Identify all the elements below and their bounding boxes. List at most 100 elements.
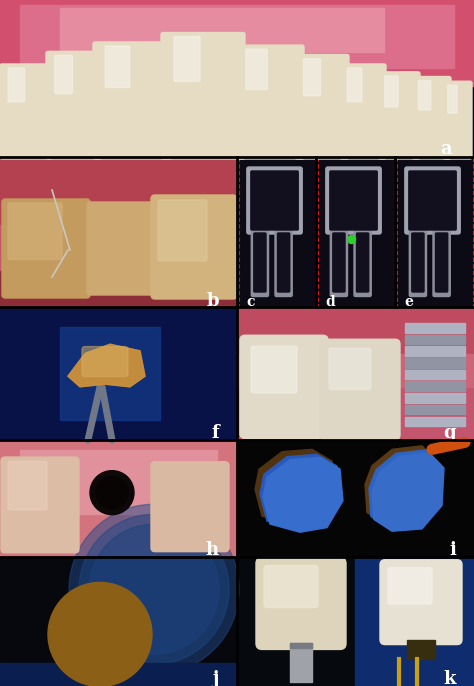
FancyBboxPatch shape bbox=[55, 56, 73, 94]
Circle shape bbox=[62, 596, 138, 672]
FancyBboxPatch shape bbox=[405, 167, 460, 234]
FancyBboxPatch shape bbox=[8, 462, 47, 510]
Bar bbox=[405, 381, 465, 391]
FancyBboxPatch shape bbox=[251, 171, 298, 230]
FancyBboxPatch shape bbox=[354, 230, 371, 296]
Bar bbox=[0, 157, 237, 307]
FancyBboxPatch shape bbox=[8, 68, 25, 102]
Bar bbox=[0, 0, 474, 157]
FancyBboxPatch shape bbox=[174, 36, 200, 82]
Bar bbox=[317, 158, 394, 306]
Polygon shape bbox=[263, 458, 343, 532]
Text: d: d bbox=[326, 295, 335, 309]
Text: i: i bbox=[449, 541, 456, 559]
Circle shape bbox=[79, 514, 229, 664]
FancyBboxPatch shape bbox=[151, 195, 237, 299]
FancyBboxPatch shape bbox=[256, 558, 346, 650]
FancyBboxPatch shape bbox=[443, 81, 472, 159]
FancyBboxPatch shape bbox=[251, 230, 268, 296]
FancyBboxPatch shape bbox=[2, 199, 90, 298]
Text: j: j bbox=[212, 670, 219, 686]
Bar bbox=[405, 370, 465, 379]
Bar bbox=[237, 353, 474, 387]
Bar bbox=[0, 307, 237, 440]
FancyBboxPatch shape bbox=[240, 335, 328, 438]
FancyBboxPatch shape bbox=[412, 77, 451, 159]
Circle shape bbox=[56, 591, 144, 678]
FancyBboxPatch shape bbox=[254, 233, 266, 292]
Circle shape bbox=[80, 615, 96, 630]
FancyBboxPatch shape bbox=[329, 348, 371, 390]
Bar bbox=[0, 157, 237, 224]
Bar bbox=[237, 440, 474, 557]
Bar bbox=[237, 307, 474, 353]
FancyBboxPatch shape bbox=[1, 457, 79, 553]
Bar bbox=[290, 643, 312, 682]
Text: a: a bbox=[440, 140, 452, 158]
FancyBboxPatch shape bbox=[385, 75, 398, 107]
FancyBboxPatch shape bbox=[82, 346, 128, 377]
FancyBboxPatch shape bbox=[330, 171, 377, 230]
Bar bbox=[20, 5, 454, 68]
FancyBboxPatch shape bbox=[158, 200, 207, 261]
Bar bbox=[0, 440, 237, 557]
Polygon shape bbox=[68, 344, 145, 387]
FancyBboxPatch shape bbox=[247, 167, 302, 234]
FancyBboxPatch shape bbox=[356, 233, 369, 292]
FancyBboxPatch shape bbox=[275, 230, 292, 296]
Text: b: b bbox=[206, 292, 219, 310]
Polygon shape bbox=[372, 453, 444, 531]
Bar bbox=[0, 307, 237, 440]
Text: e: e bbox=[404, 295, 413, 309]
Bar bbox=[405, 416, 465, 426]
FancyBboxPatch shape bbox=[418, 80, 431, 110]
Bar bbox=[355, 557, 473, 686]
FancyBboxPatch shape bbox=[409, 171, 456, 230]
Polygon shape bbox=[68, 344, 145, 387]
Bar bbox=[237, 157, 474, 307]
Bar bbox=[405, 405, 465, 414]
Bar bbox=[290, 643, 312, 648]
Bar bbox=[237, 557, 355, 686]
FancyBboxPatch shape bbox=[333, 233, 345, 292]
Bar bbox=[60, 8, 384, 52]
Polygon shape bbox=[369, 450, 441, 528]
Circle shape bbox=[48, 582, 152, 686]
Circle shape bbox=[96, 477, 128, 508]
Bar bbox=[0, 440, 237, 557]
Text: k: k bbox=[444, 670, 456, 686]
FancyBboxPatch shape bbox=[87, 202, 163, 295]
FancyBboxPatch shape bbox=[235, 45, 304, 159]
FancyBboxPatch shape bbox=[93, 42, 172, 159]
Bar bbox=[237, 307, 474, 440]
FancyBboxPatch shape bbox=[330, 230, 347, 296]
Bar bbox=[0, 224, 237, 270]
Bar bbox=[405, 393, 465, 403]
Bar bbox=[405, 346, 465, 356]
FancyBboxPatch shape bbox=[433, 230, 450, 296]
Circle shape bbox=[69, 504, 239, 674]
FancyBboxPatch shape bbox=[151, 462, 229, 552]
Bar bbox=[0, 663, 237, 686]
FancyBboxPatch shape bbox=[448, 85, 457, 113]
Polygon shape bbox=[260, 454, 340, 529]
FancyBboxPatch shape bbox=[388, 568, 432, 604]
Bar bbox=[0, 0, 474, 86]
FancyBboxPatch shape bbox=[277, 233, 290, 292]
Circle shape bbox=[347, 235, 356, 244]
FancyBboxPatch shape bbox=[161, 32, 245, 159]
Bar bbox=[396, 158, 473, 306]
FancyBboxPatch shape bbox=[380, 560, 462, 645]
Text: h: h bbox=[206, 541, 219, 559]
FancyBboxPatch shape bbox=[320, 340, 400, 440]
Circle shape bbox=[90, 471, 134, 514]
Bar bbox=[20, 450, 217, 514]
FancyBboxPatch shape bbox=[303, 58, 320, 95]
Polygon shape bbox=[365, 446, 437, 524]
Polygon shape bbox=[255, 449, 335, 524]
FancyBboxPatch shape bbox=[347, 68, 362, 102]
FancyBboxPatch shape bbox=[8, 203, 62, 259]
Bar bbox=[0, 157, 237, 307]
Bar bbox=[238, 158, 315, 306]
Text: f: f bbox=[211, 424, 219, 442]
